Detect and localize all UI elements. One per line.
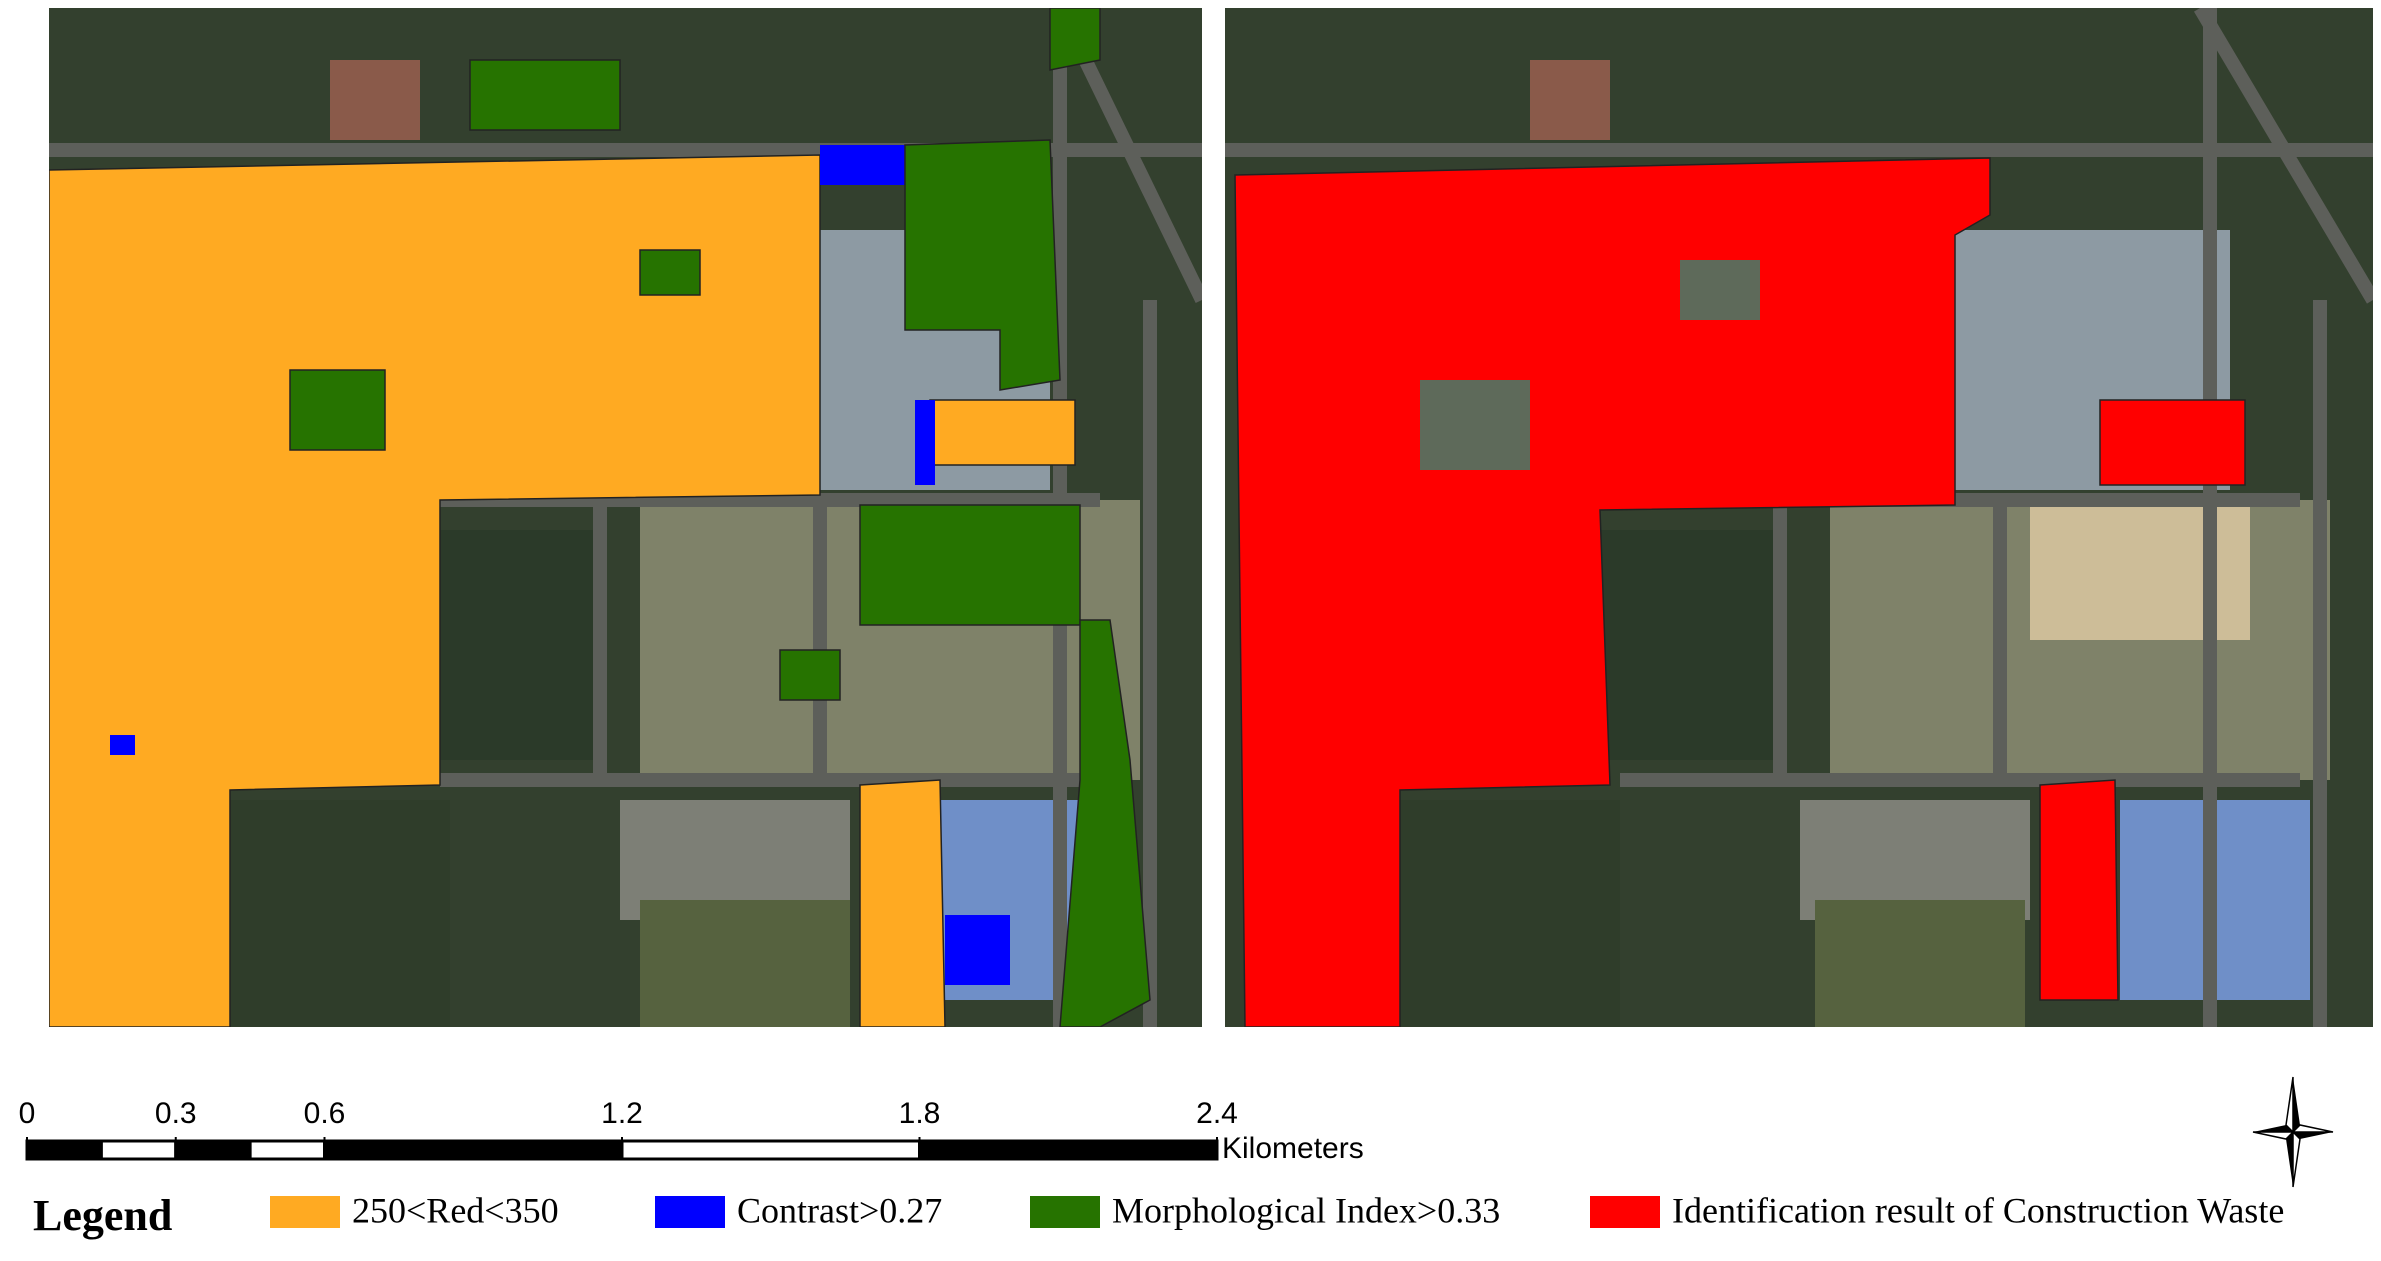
map-right — [1225, 8, 2373, 1027]
map-zone — [929, 399, 1076, 466]
legend: 250<Red<350 Contrast>0.27 Morphological In… — [270, 1190, 2284, 1230]
legend-title: Legend — [33, 1191, 172, 1240]
scale-segment — [620, 1139, 921, 1161]
map-zone — [859, 504, 1081, 626]
legend-swatch — [1030, 1196, 1100, 1228]
scale-segment — [25, 1139, 103, 1161]
map-zone — [1059, 619, 1151, 1027]
map-zone — [820, 145, 905, 185]
scale-tick-label: 0 — [19, 1097, 36, 1130]
north-arrow — [2252, 1076, 2334, 1188]
scale-tick-label: 0.3 — [155, 1097, 197, 1130]
map-zone — [469, 59, 621, 131]
legend-label: Morphological Index>0.33 — [1112, 1190, 1500, 1230]
scale-segment — [248, 1139, 326, 1161]
scale-segment — [99, 1139, 178, 1161]
legend-swatch — [1590, 1196, 1660, 1228]
scale-tick-label: 1.8 — [899, 1097, 941, 1130]
map-zone — [1049, 8, 1101, 71]
legend-label: Identification result of Construction Wa… — [1672, 1190, 2284, 1230]
legend-label: 250<Red<350 — [352, 1190, 559, 1230]
legend-label: Contrast>0.27 — [737, 1190, 942, 1230]
map-zone — [110, 735, 135, 755]
scale-unit: Kilometers — [1222, 1132, 1364, 1165]
scale-segment — [323, 1139, 624, 1161]
map-zone — [49, 154, 821, 1027]
scale-segment — [174, 1139, 252, 1161]
scale-tick-label: 1.2 — [601, 1097, 643, 1130]
map-zone — [639, 249, 701, 296]
map-left — [49, 8, 1202, 1027]
map-zone — [1234, 157, 1991, 1027]
map-zone — [779, 649, 841, 701]
legend-swatch — [270, 1196, 340, 1228]
map-zone — [945, 915, 1010, 985]
map-zone — [859, 779, 946, 1027]
scale-bar: 0 0.3 0.6 1.2 1.8 2.4 — [19, 1097, 1238, 1161]
map-zone — [2039, 779, 2119, 1001]
legend-swatch — [655, 1196, 725, 1228]
scale-tick-label: 2.4 — [1196, 1097, 1238, 1130]
scale-tick-label: 0.6 — [304, 1097, 346, 1130]
map-zone — [289, 369, 386, 451]
scale-segment — [918, 1139, 1219, 1161]
map-zone — [2099, 399, 2246, 486]
map-zone — [915, 400, 935, 485]
map-zone — [904, 139, 1061, 391]
